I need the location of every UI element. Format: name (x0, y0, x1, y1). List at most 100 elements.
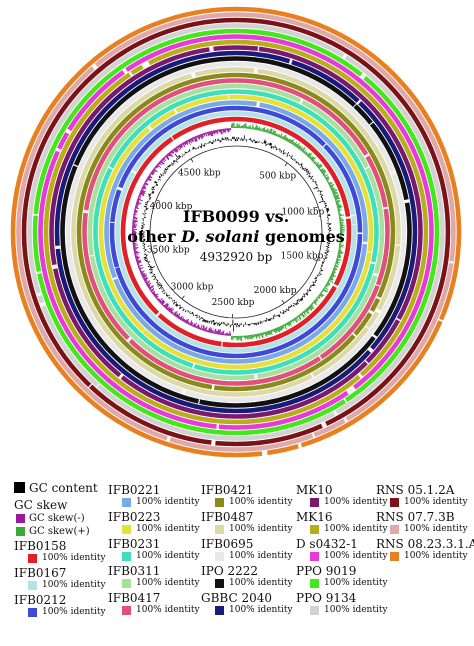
gc-content-bar (265, 141, 267, 144)
gc-content-bar (156, 283, 160, 286)
gc-skew-bar (330, 273, 337, 278)
kbp-tick-mark (152, 252, 157, 255)
gc-content-bar (309, 285, 312, 287)
gc-content-bar (300, 298, 304, 301)
gc-skew-bar (328, 279, 334, 283)
gc-content-bar (173, 159, 176, 163)
gc-skew-bar (335, 199, 340, 203)
gc-skew-bar (135, 205, 138, 208)
identity-gap (144, 60, 151, 68)
gc-content-bar (314, 180, 317, 183)
gc-skew-bar (147, 177, 152, 181)
identity-gap (342, 53, 348, 60)
gc-content-bar (165, 294, 168, 297)
gc-content-bar (148, 193, 151, 196)
kbp-tick-label: 2000 kbp (254, 286, 297, 296)
gc-skew-bar (264, 331, 267, 336)
gc-skew-bar (218, 329, 221, 335)
gc-content-bar (187, 310, 189, 312)
gc-skew-bar (176, 146, 181, 151)
gc-skew-bar (143, 182, 148, 186)
gc-skew-bar (275, 133, 278, 137)
gc-skew-bar (184, 319, 187, 323)
gc-content-bar (268, 318, 270, 322)
gc-content-bar (310, 177, 312, 180)
gc-content-bar (286, 309, 289, 311)
gc-skew-bar (194, 326, 197, 328)
gc-content-bar (154, 276, 156, 278)
identity-gap (190, 72, 196, 79)
gc-skew-bar (258, 333, 261, 337)
gc-skew-bar (139, 269, 142, 272)
gc-skew-bar (164, 155, 170, 161)
gc-content-bar (265, 320, 267, 323)
gc-skew-bar (296, 142, 300, 148)
gc-content-bar (192, 314, 195, 317)
gc-skew-bar (249, 124, 251, 129)
identity-gap (51, 264, 58, 270)
identity-gap (371, 333, 378, 339)
gc-skew-bar (270, 129, 273, 135)
gc-content-bar (319, 273, 322, 276)
identity-gap (364, 325, 371, 330)
gc-skew-bar (160, 300, 165, 304)
ring-ifb0167 (115, 111, 357, 353)
identity-gap (349, 385, 356, 393)
gc-skew-bar (260, 332, 263, 339)
gc-skew-bar (296, 316, 300, 322)
legend-genome-name: IFB0421 (201, 483, 254, 497)
gc-content-bar (172, 300, 174, 302)
identity-gap (261, 450, 268, 456)
gc-skew-bar (170, 311, 173, 314)
gc-content-bar (151, 191, 155, 194)
gc-skew-bar (317, 164, 322, 169)
gc-skew-bar (337, 254, 342, 257)
legend-identity-label: 100% identity (404, 551, 468, 561)
gc-skew-bar (293, 318, 296, 322)
legend-swatch (390, 498, 399, 507)
gc-skew-bar (307, 153, 311, 157)
gc-content-bar (200, 145, 203, 148)
gc-content-bar (274, 145, 276, 148)
gc-content-bar (326, 208, 329, 210)
gc-skew-bar (219, 129, 221, 133)
gc-skew-bar (269, 330, 272, 335)
legend-genome-name: MK16 (296, 510, 333, 524)
legend-identity-row: 100% identity (201, 497, 293, 508)
gc-content-bar (277, 314, 280, 318)
gc-content-swatch (14, 482, 25, 493)
kbp-tick-mark (181, 295, 185, 300)
gc-skew-bar (337, 207, 342, 210)
identity-gap (343, 398, 348, 404)
gc-skew-bar (303, 152, 306, 154)
legend-entry-ifb0417: IFB0417 100% identity (108, 592, 200, 616)
ring-rns-05-1-2a (21, 17, 451, 447)
legend-swatch (215, 525, 224, 534)
gc-skew-bar (293, 317, 298, 323)
gc-content-bar (315, 279, 318, 281)
gc-skew-bar (167, 153, 171, 157)
identity-gap (209, 46, 214, 52)
gc-skew-bar (334, 264, 339, 267)
legend-entry-ifb0221: IFB0221 100% identity (108, 484, 200, 508)
identity-gap (65, 128, 72, 135)
gc-skew-bar (133, 213, 137, 215)
gc-skew-bar (206, 131, 209, 136)
gc-skew-bar (138, 196, 141, 198)
gc-skew-bar (175, 146, 178, 149)
gc-skew-bar (297, 145, 301, 149)
gc-skew-bar (267, 131, 270, 134)
gc-content-bar (168, 164, 171, 167)
gc-skew-bar (311, 156, 317, 162)
kbp-tick-label: 1000 kbp (282, 208, 325, 218)
gc-skew-bar (338, 249, 342, 252)
gc-skew-bar (286, 137, 289, 142)
gc-skew-bar (314, 299, 318, 303)
gc-skew-bar (139, 192, 145, 196)
gc-skew-bar (321, 290, 324, 293)
ring-ifb0223 (98, 94, 374, 370)
gc-skew-bar (337, 252, 343, 255)
legend-identity-label: 100% identity (229, 497, 293, 507)
gc-content-bar (158, 286, 162, 290)
gc-skew-bar (162, 304, 165, 307)
